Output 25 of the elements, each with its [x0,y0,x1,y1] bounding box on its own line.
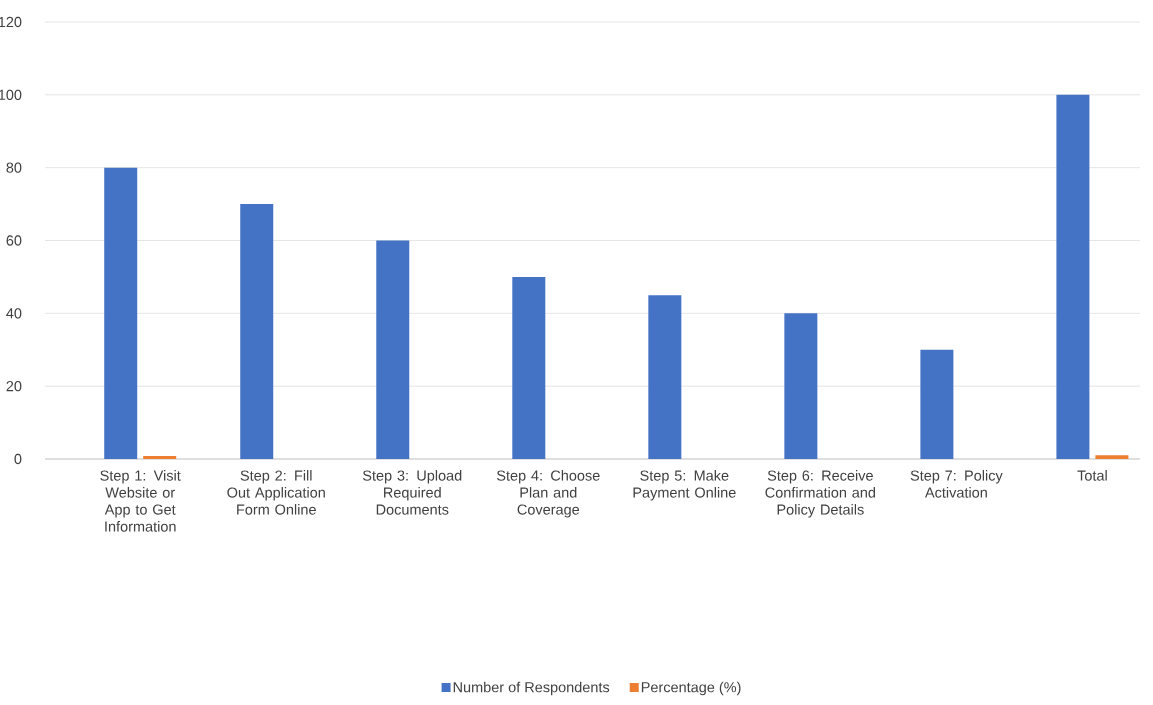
y-tick-label: 40 [6,308,22,319]
x-tick-label: Step 6: Receive Confirmation and Policy Details [765,470,876,518]
x-tick-label: Total [1077,470,1107,481]
x-tick-label: Step 1: Visit Website or App to Get Information [100,470,181,532]
bar [1056,94,1090,459]
bar [784,313,818,459]
y-tick-label: 20 [6,381,22,392]
y-tick-label: 80 [6,162,22,173]
legend-label: Number of Respondents [453,681,610,696]
x-tick-label: Step 5: Make Payment Online [633,470,736,501]
x-tick-label: Step 3: Upload Required Documents [362,470,462,515]
legend-label: Percentage (%) [641,681,741,696]
y-tick-label: 60 [6,235,22,246]
bar [512,276,546,459]
bar [143,456,177,459]
x-tick-label: Step 2: Fill Out Application Form Online [227,470,325,515]
y-tick-label: 0 [14,453,22,465]
bar [240,204,274,459]
x-tick-label: Step 7: Policy Activation [910,470,1003,498]
bar [376,240,410,459]
bar [648,295,682,459]
x-tick-label: Step 4: Choose Plan and Coverage [496,470,600,518]
bar [920,349,954,459]
bar [1095,455,1129,459]
bar [104,167,138,459]
